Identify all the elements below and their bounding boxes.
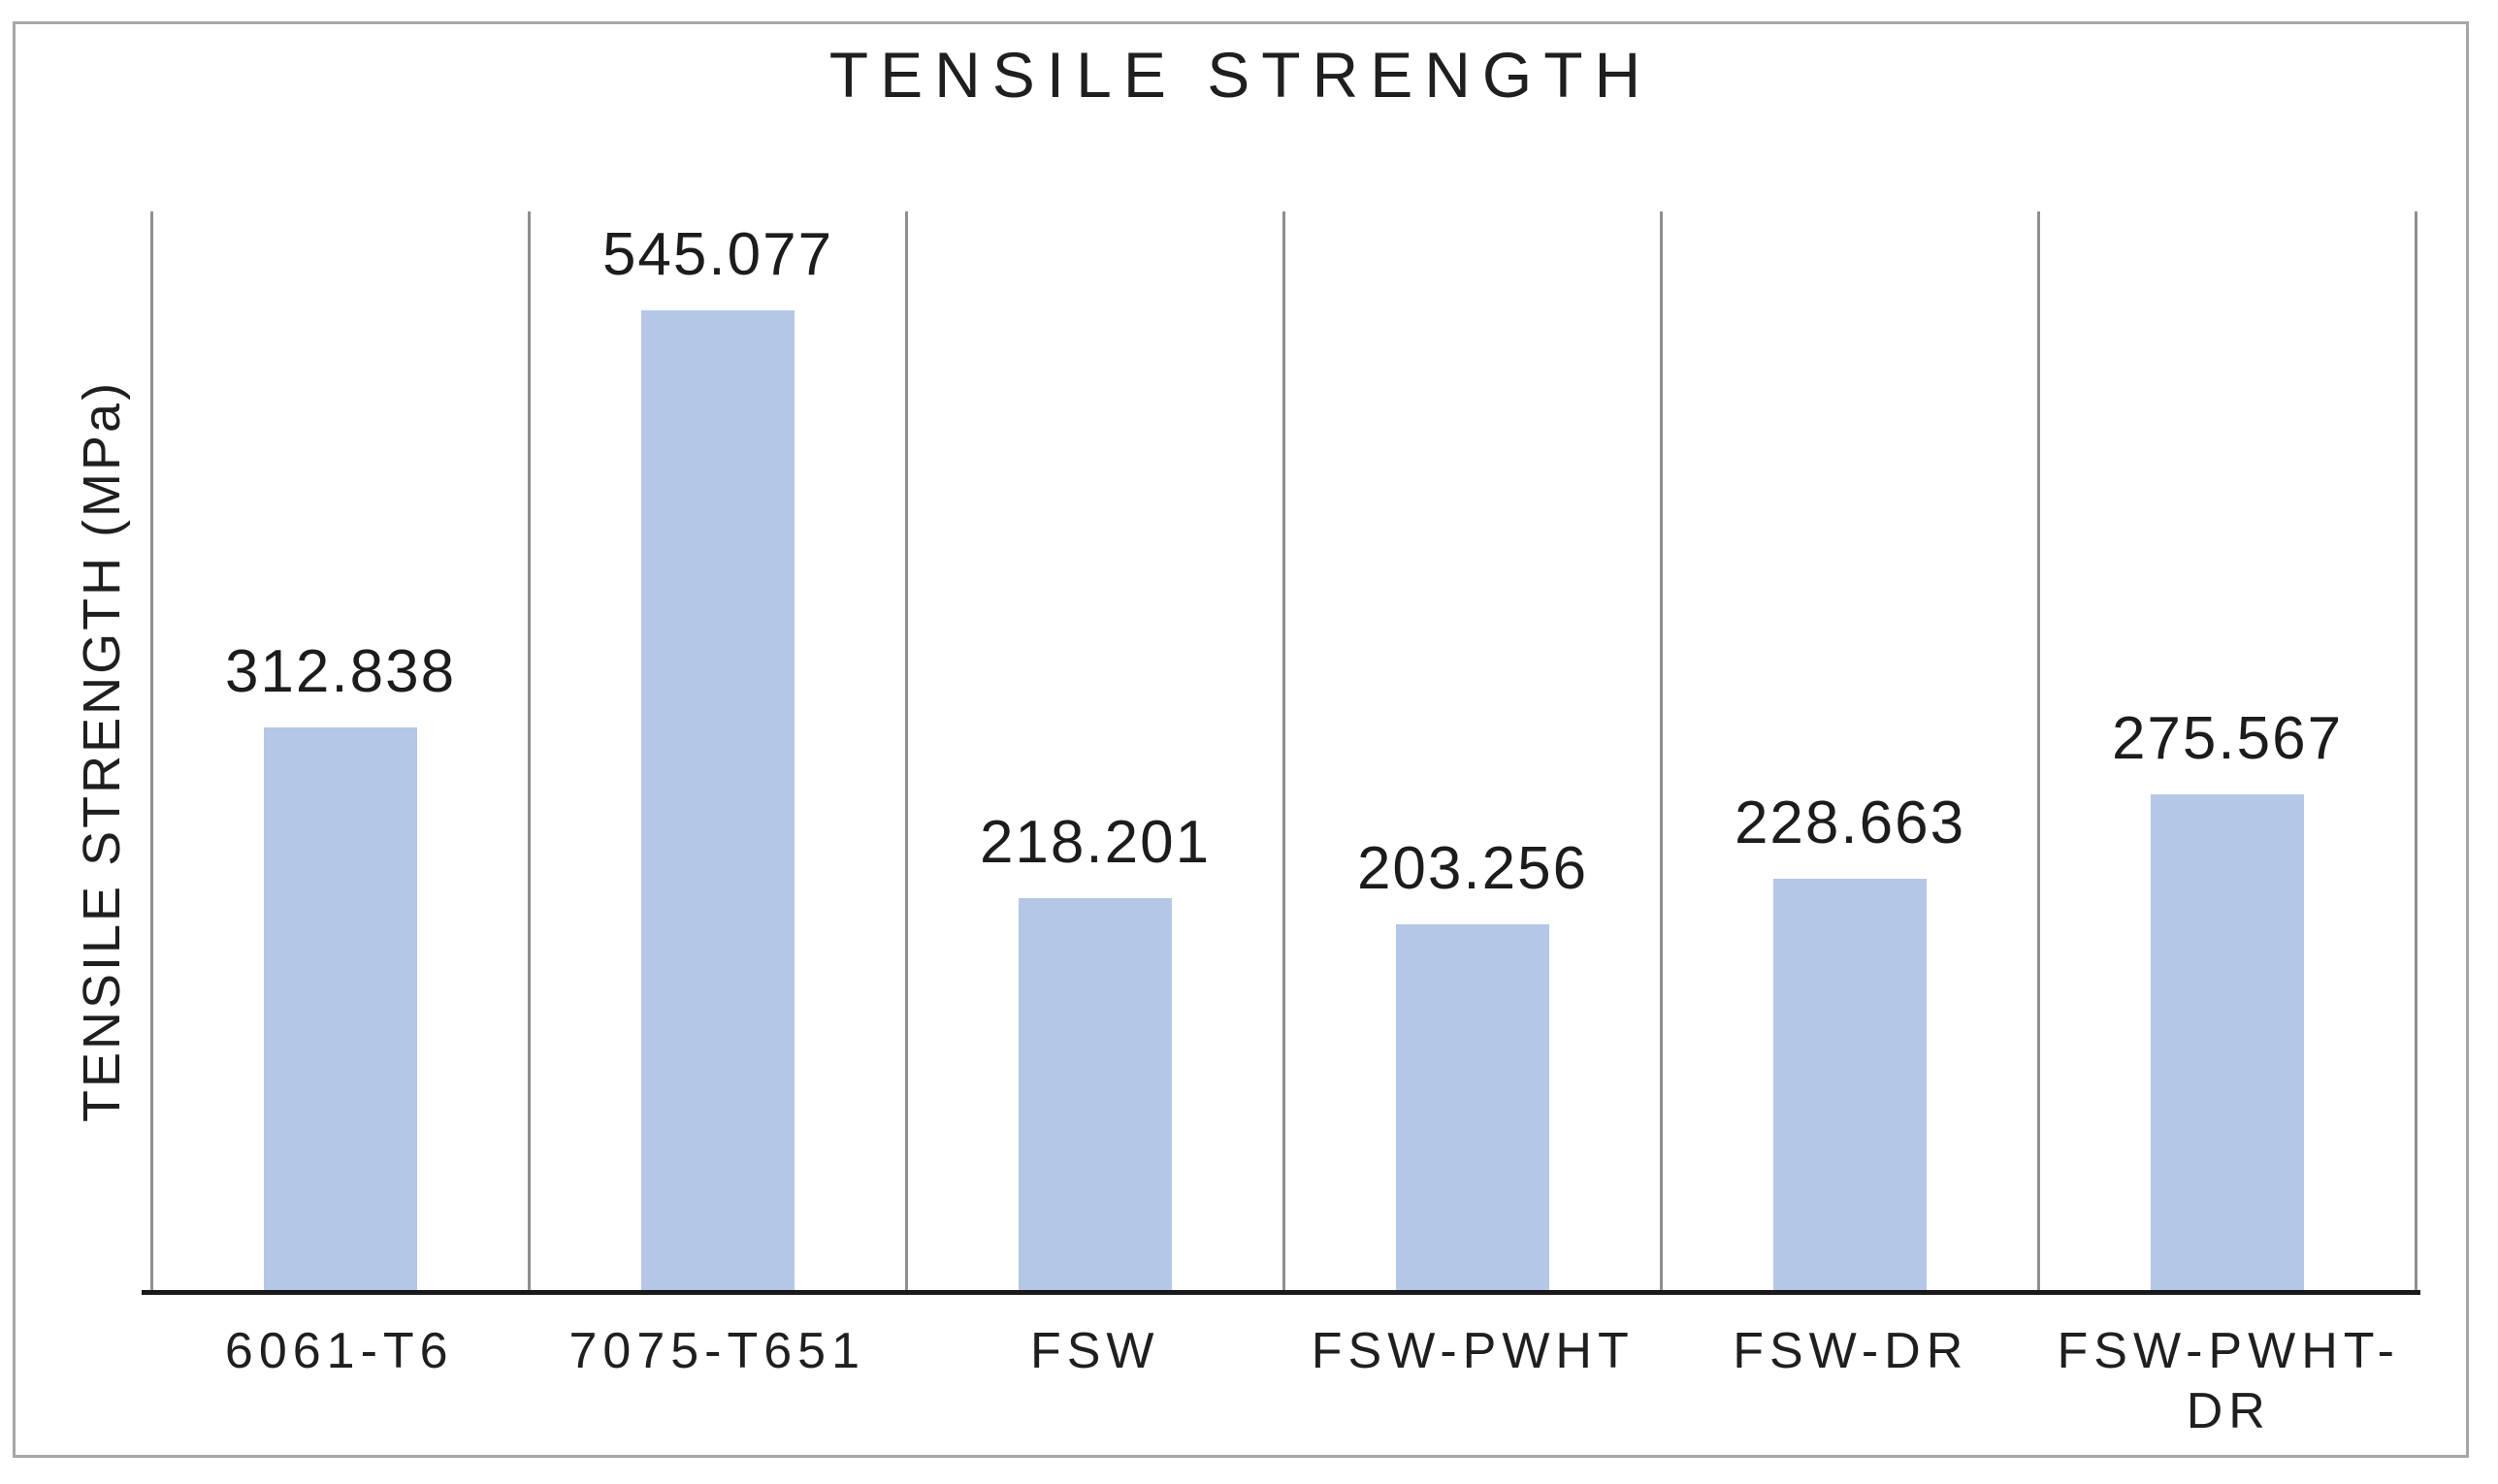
category-slot: 228.663 — [1660, 211, 2037, 1290]
x-axis-category-label: FSW — [1029, 1323, 1160, 1379]
plot-area: 312.838 545.077 218.201 203.256 228.663 … — [150, 211, 2417, 1290]
bar — [2151, 794, 2304, 1290]
category-slot: 545.077 — [528, 211, 905, 1290]
bar-value-label: 545.077 — [601, 221, 834, 288]
category-slot: 275.567 — [2037, 211, 2417, 1290]
category-slot: 203.256 — [1282, 211, 1660, 1290]
chart-title: TENSILE STRENGTH — [828, 39, 1653, 111]
x-axis-labels-row: 6061-T6 7075-T651 FSW FSW-PWHT FSW-DR FS… — [150, 1321, 2417, 1442]
x-axis-line — [142, 1290, 2420, 1295]
chart-frame — [13, 21, 2469, 1458]
bar — [264, 727, 417, 1290]
x-axis-category-label: FSW-DR — [1733, 1323, 1969, 1379]
category-slot: 218.201 — [905, 211, 1282, 1290]
bar-value-label: 218.201 — [979, 809, 1212, 876]
y-axis-title: TENSILE STRENGTH (MPa) — [73, 379, 131, 1122]
bar-value-label: 228.663 — [1734, 790, 1966, 856]
category-slot: 312.838 — [150, 211, 528, 1290]
bar-value-label: 203.256 — [1356, 835, 1589, 902]
bar — [1019, 898, 1172, 1290]
x-axis-category-label: FSW-PWHT-DR — [2057, 1323, 2400, 1440]
bar — [1396, 924, 1549, 1290]
x-axis-category-label: 6061-T6 — [224, 1323, 454, 1379]
bar — [1773, 879, 1927, 1290]
bar-value-label: 312.838 — [224, 638, 457, 705]
x-axis-category-label: FSW-PWHT — [1311, 1323, 1635, 1379]
bar — [641, 310, 795, 1290]
bar-value-label: 275.567 — [2111, 705, 2344, 772]
x-axis-category-label: 7075-T651 — [568, 1323, 866, 1379]
